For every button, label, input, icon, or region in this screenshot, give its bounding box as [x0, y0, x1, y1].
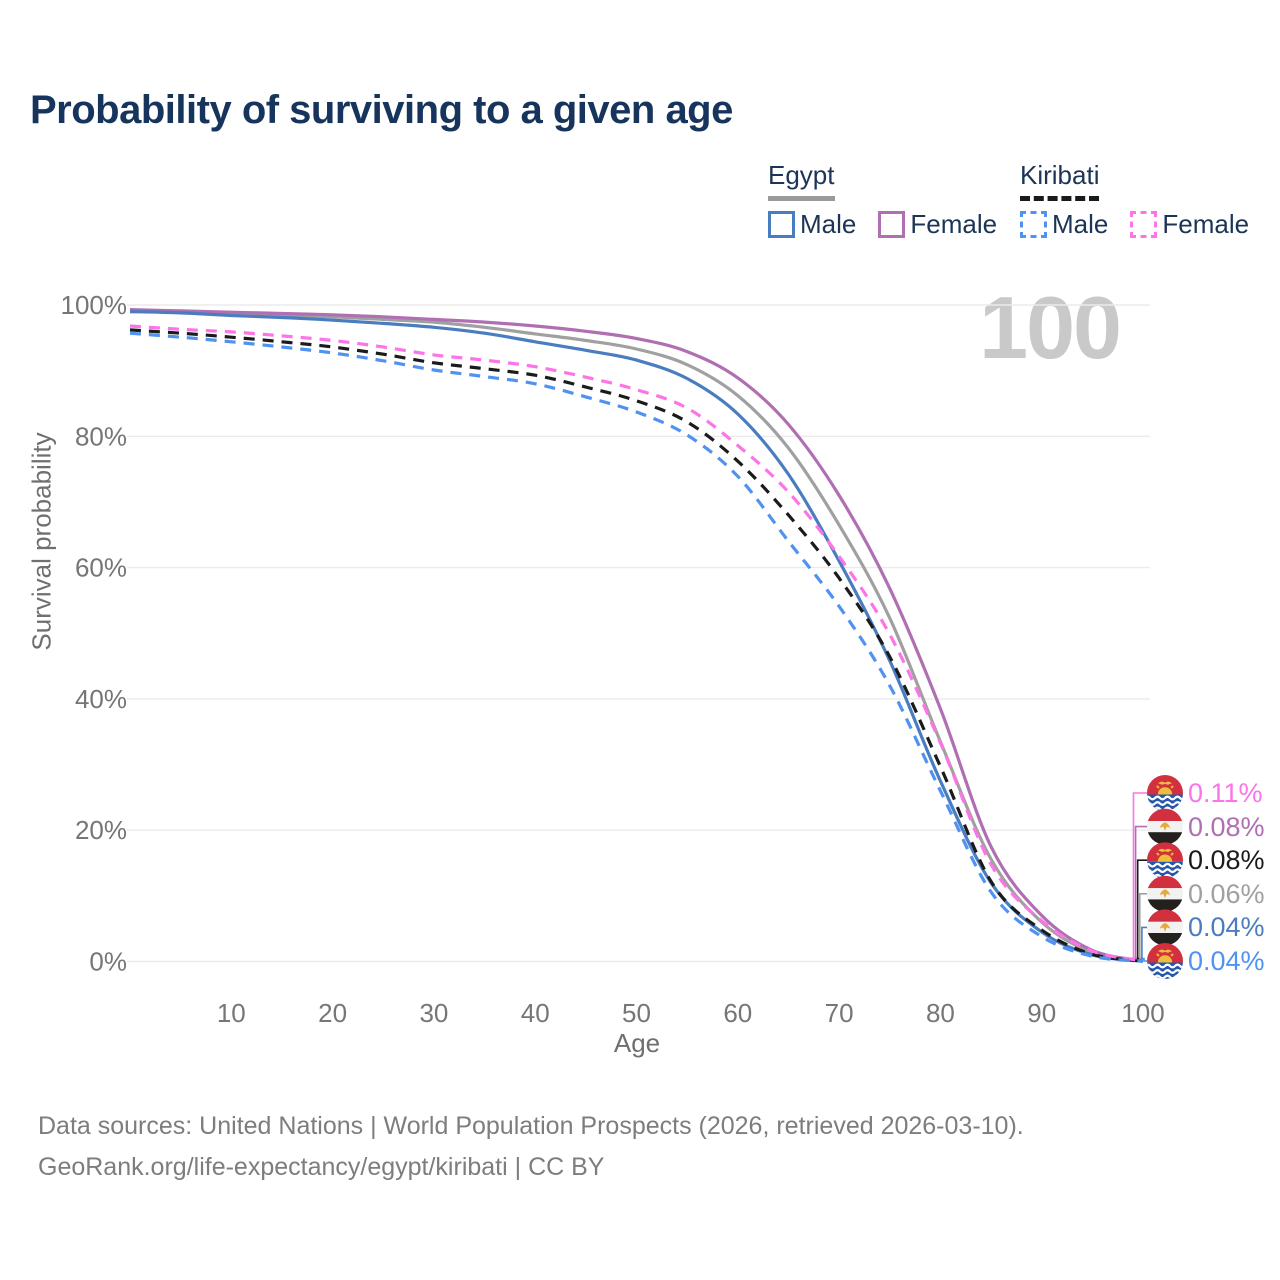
legend-checkbox-egypt-female[interactable]: [878, 211, 906, 238]
legend-checkbox-egypt-male[interactable]: [768, 211, 795, 238]
y-tick-label: 60%: [75, 553, 127, 583]
footer: Data sources: United Nations | World Pop…: [38, 1106, 1024, 1188]
x-tick-label: 30: [419, 998, 448, 1028]
y-tick-label: 100%: [61, 290, 128, 320]
x-tick-label: 60: [723, 998, 752, 1028]
end-value-label: 0.11%: [1188, 778, 1263, 808]
end-value-label: 0.08%: [1188, 845, 1265, 876]
series-line-kiribati-male: [129, 331, 1144, 963]
end-value-label: 0.06%: [1188, 878, 1265, 909]
x-tick-label: 50: [622, 998, 651, 1028]
legend-label-egypt-male: Male: [800, 209, 857, 239]
end-value-label: 0.04%: [1188, 912, 1265, 943]
kiribati-flag-icon: [1145, 842, 1185, 878]
legend-label-kiribati-female: Female: [1162, 209, 1250, 239]
page-title: Probability of surviving to a given age: [30, 88, 733, 132]
end-label-connector: [1141, 926, 1147, 960]
y-tick-label: 80%: [75, 421, 127, 451]
series-line-kiribati-all: [129, 328, 1144, 963]
x-tick-label: 40: [521, 998, 550, 1028]
x-tick-label: 10: [217, 998, 246, 1028]
legend-country-egypt[interactable]: Egypt: [768, 160, 835, 201]
end-label-connector: [1142, 957, 1147, 962]
age-watermark: 100: [979, 278, 1122, 377]
egypt-flag-icon: [1147, 809, 1183, 845]
legend-label-egypt-female: Female: [910, 209, 998, 239]
legend-checkbox-kiribati-male[interactable]: [1020, 211, 1047, 238]
legend-label-kiribati-male: Male: [1052, 209, 1109, 239]
y-tick-label: 0%: [89, 947, 127, 977]
legend-country-kiribati[interactable]: Kiribati: [1020, 160, 1100, 201]
x-tick-label: 90: [1027, 998, 1056, 1028]
x-tick-label: 100: [1121, 998, 1164, 1028]
series-line-egypt-all: [129, 308, 1144, 963]
egypt-flag-icon: [1147, 876, 1183, 912]
series-line-kiribati-female: [129, 324, 1144, 963]
kiribati-flag-icon: [1145, 775, 1185, 811]
legend-group-kiribati: Kiribati Male Female: [1020, 160, 1271, 240]
egypt-flag-icon: [1147, 909, 1183, 945]
y-tick-label: 20%: [75, 815, 127, 845]
x-tick-label: 80: [926, 998, 955, 1028]
x-tick-label: 70: [825, 998, 854, 1028]
y-axis-title: Survival probability: [26, 432, 57, 651]
x-tick-label: 20: [318, 998, 347, 1028]
legend-group-egypt: Egypt Male Female: [768, 160, 1019, 240]
x-axis-title: Age: [613, 1028, 661, 1058]
series-line-egypt-female: [129, 308, 1144, 963]
legend-checkbox-kiribati-female[interactable]: [1130, 211, 1158, 238]
end-value-label: 0.08%: [1188, 811, 1265, 842]
end-label-connector: [1139, 893, 1147, 960]
footer-source: Data sources: United Nations | World Pop…: [38, 1112, 1024, 1140]
footer-link: GeoRank.org/life-expectancy/egypt/kiriba…: [38, 1153, 605, 1181]
y-tick-label: 40%: [75, 684, 127, 714]
end-value-label: 0.04%: [1188, 946, 1265, 976]
series-line-egypt-male: [129, 310, 1144, 963]
kiribati-flag-icon: [1145, 943, 1185, 979]
